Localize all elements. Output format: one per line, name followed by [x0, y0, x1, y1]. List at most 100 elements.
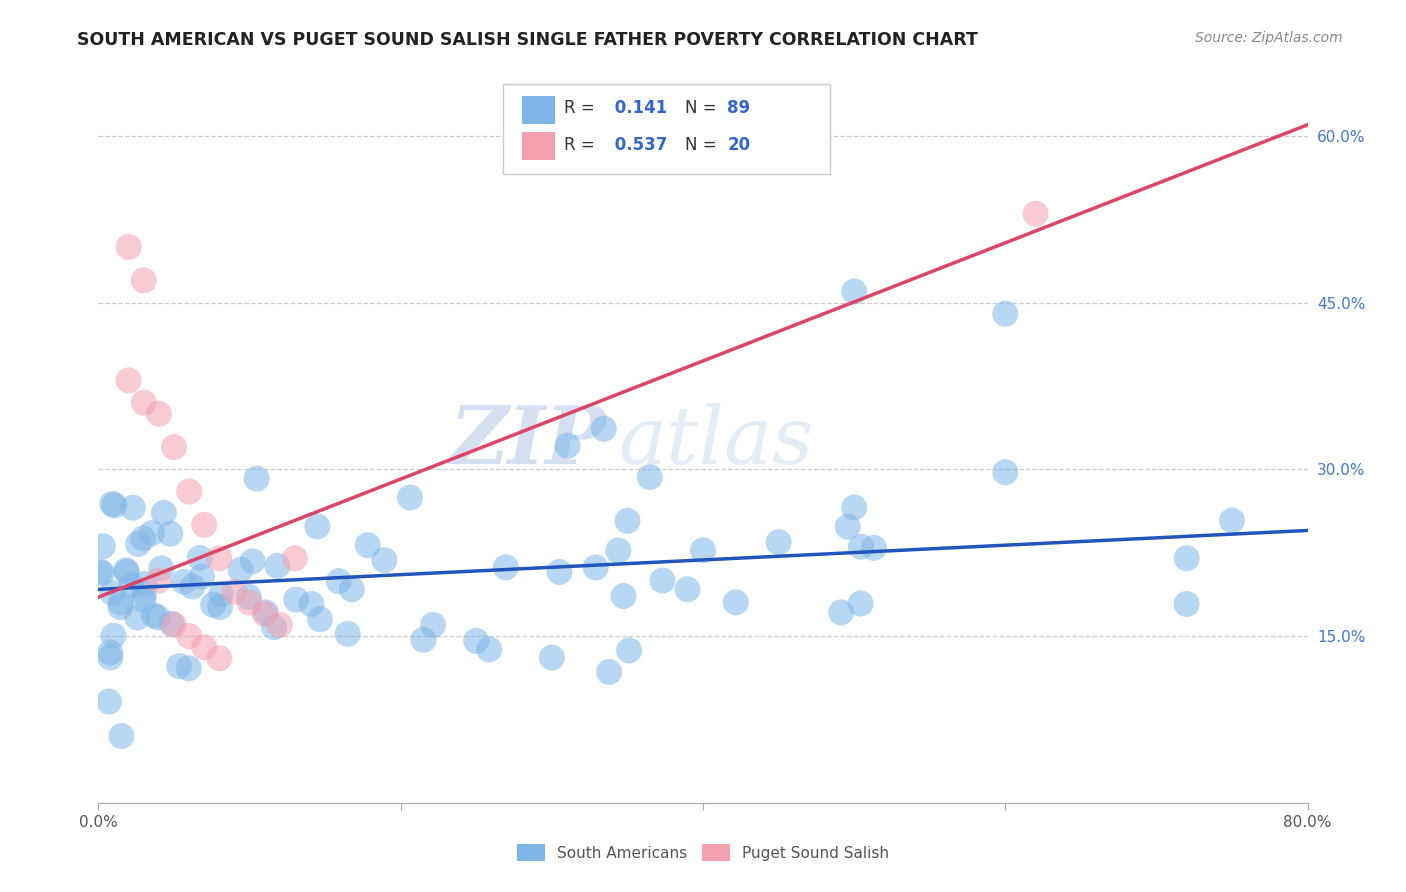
Point	[849, 597, 872, 611]
Point	[97, 694, 120, 708]
Text: R =: R =	[564, 136, 600, 153]
Point	[127, 610, 149, 624]
Point	[134, 577, 156, 591]
Point	[238, 590, 260, 604]
Point	[193, 517, 215, 532]
Point	[412, 632, 434, 647]
Point	[307, 519, 329, 533]
Point	[229, 563, 252, 577]
Point	[1024, 207, 1046, 221]
Point	[1175, 551, 1198, 566]
Point	[863, 541, 886, 555]
Point	[224, 584, 246, 599]
Point	[148, 574, 170, 588]
Point	[127, 537, 149, 551]
Point	[208, 600, 231, 615]
Point	[768, 535, 790, 549]
Point	[103, 498, 125, 512]
Point	[830, 606, 852, 620]
Point	[1220, 514, 1243, 528]
Point	[115, 565, 138, 579]
Point	[422, 618, 444, 632]
Text: 0.537: 0.537	[609, 136, 666, 153]
Point	[478, 642, 501, 657]
Point	[373, 553, 395, 567]
Point	[167, 659, 190, 673]
Text: atlas: atlas	[619, 403, 814, 480]
Point	[101, 586, 124, 600]
Point	[837, 519, 859, 533]
Text: N =: N =	[685, 100, 721, 118]
Point	[495, 560, 517, 574]
Point	[844, 285, 866, 299]
Point	[89, 565, 111, 579]
Point	[202, 598, 225, 612]
Point	[98, 645, 121, 659]
Legend: South Americans, Puget Sound Salish: South Americans, Puget Sound Salish	[510, 838, 896, 867]
Point	[188, 550, 211, 565]
Point	[246, 472, 269, 486]
Point	[173, 574, 195, 589]
Point	[153, 506, 176, 520]
Point	[994, 465, 1017, 479]
Text: R =: R =	[564, 100, 600, 118]
Point	[638, 470, 661, 484]
Point	[132, 592, 155, 607]
Point	[598, 665, 620, 679]
Point	[616, 514, 638, 528]
Text: N =: N =	[685, 136, 721, 153]
Point	[849, 540, 872, 554]
Point	[263, 620, 285, 634]
Point	[115, 563, 138, 577]
Point	[179, 629, 201, 643]
Point	[285, 592, 308, 607]
Point	[548, 565, 571, 579]
Point	[612, 589, 634, 603]
Point	[309, 612, 332, 626]
Point	[163, 440, 186, 454]
Point	[284, 551, 307, 566]
Point	[141, 526, 163, 541]
Point	[844, 500, 866, 515]
Point	[177, 661, 200, 675]
Point	[266, 558, 288, 573]
FancyBboxPatch shape	[522, 132, 555, 160]
Point	[148, 407, 170, 421]
Point	[676, 582, 699, 597]
Point	[110, 596, 132, 610]
Point	[110, 600, 132, 615]
Point	[651, 574, 673, 588]
Point	[242, 554, 264, 568]
Point	[98, 650, 121, 665]
Point	[132, 586, 155, 600]
FancyBboxPatch shape	[522, 96, 555, 124]
Point	[132, 395, 155, 409]
Point	[159, 526, 181, 541]
Point	[132, 273, 155, 287]
Text: Source: ZipAtlas.com: Source: ZipAtlas.com	[1195, 31, 1343, 45]
Point	[209, 587, 232, 601]
Point	[465, 633, 488, 648]
Point	[91, 539, 114, 553]
Point	[101, 497, 124, 511]
Point	[118, 240, 141, 254]
Point	[1175, 597, 1198, 611]
Point	[592, 422, 614, 436]
Point	[692, 543, 714, 558]
Point	[540, 650, 562, 665]
Point	[132, 532, 155, 546]
Point	[557, 439, 579, 453]
Point	[122, 500, 145, 515]
Point	[146, 610, 169, 624]
Text: 20: 20	[727, 136, 751, 153]
FancyBboxPatch shape	[503, 84, 830, 174]
Text: ZIP: ZIP	[450, 403, 606, 480]
Point	[399, 491, 422, 505]
Point	[253, 607, 276, 621]
Point	[181, 579, 204, 593]
Point	[118, 373, 141, 387]
Point	[357, 538, 380, 552]
Point	[724, 595, 747, 609]
Point	[90, 566, 112, 581]
Point	[269, 618, 291, 632]
